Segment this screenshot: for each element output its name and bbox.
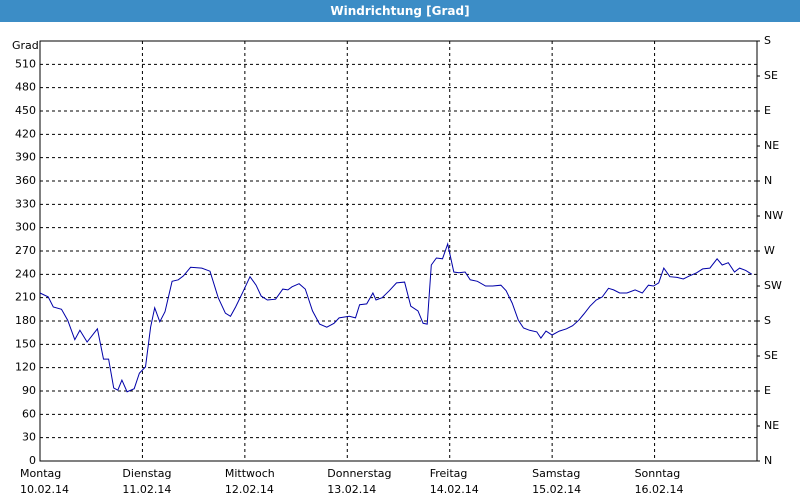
y-tick-label: 120 xyxy=(15,361,36,374)
y2-tick-label: E xyxy=(764,104,771,117)
x-tick-label: Freitag xyxy=(430,467,468,480)
y-tick-label: 270 xyxy=(15,244,36,257)
x-tick-date: 12.02.14 xyxy=(225,483,274,496)
y-axis-label: Grad xyxy=(12,39,39,52)
x-tick-label: Montag xyxy=(20,467,61,480)
y-tick-label: 210 xyxy=(15,291,36,304)
y2-tick-label: NE xyxy=(764,139,779,152)
y-tick-label: 90 xyxy=(22,384,36,397)
y-tick-label: 330 xyxy=(15,197,36,210)
y2-tick-label: S xyxy=(764,314,771,327)
data-line xyxy=(39,242,753,393)
plot-border xyxy=(39,40,758,462)
y2-tick-label: S xyxy=(764,34,771,47)
x-tick-date: 13.02.14 xyxy=(327,483,376,496)
y-tick-label: 510 xyxy=(15,57,36,70)
y-tick-label: 60 xyxy=(22,407,36,420)
x-tick-date: 14.02.14 xyxy=(430,483,479,496)
y-tick-label: 30 xyxy=(22,431,36,444)
x-tick-label: Sonntag xyxy=(635,467,681,480)
x-tick-label: Mittwoch xyxy=(225,467,275,480)
y2-tick-label: N xyxy=(764,174,772,187)
y-tick-label: 240 xyxy=(15,267,36,280)
title-bar: Windrichtung [Grad] xyxy=(0,0,800,22)
x-tick-date: 11.02.14 xyxy=(122,483,171,496)
x-tick-label: Dienstag xyxy=(122,467,171,480)
x-tick-date: 10.02.14 xyxy=(20,483,69,496)
x-tick-date: 15.02.14 xyxy=(532,483,581,496)
x-tick-label: Donnerstag xyxy=(327,467,391,480)
y-tick-label: 420 xyxy=(15,127,36,140)
chart: Grad 0 30 60 90 120 150 180 210 240 270 300 330 360 3… xyxy=(12,34,783,496)
y-tick-label: 480 xyxy=(15,81,36,94)
y-tick-label: 150 xyxy=(15,337,36,350)
x-tick-date: 16.02.14 xyxy=(635,483,684,496)
y-tick-label: 300 xyxy=(15,221,36,234)
y2-tick-label: SE xyxy=(764,349,778,362)
y2-tick-label: NW xyxy=(764,209,783,222)
y2-tick-label: N xyxy=(764,454,772,467)
y-tick-label: 360 xyxy=(15,174,36,187)
y2-tick-label: W xyxy=(764,244,775,257)
y2-tick-label: NE xyxy=(764,419,779,432)
y2-tick-label: SE xyxy=(764,69,778,82)
y-tick-label: 450 xyxy=(15,104,36,117)
x-tick-label: Samstag xyxy=(532,467,580,480)
plot-area xyxy=(40,41,757,461)
y2-tick-label: E xyxy=(764,384,771,397)
y2-tick-label: SW xyxy=(764,279,782,292)
y-tick-label: 180 xyxy=(15,314,36,327)
y-tick-label: 390 xyxy=(15,151,36,164)
y-tick-label: 0 xyxy=(29,454,36,467)
